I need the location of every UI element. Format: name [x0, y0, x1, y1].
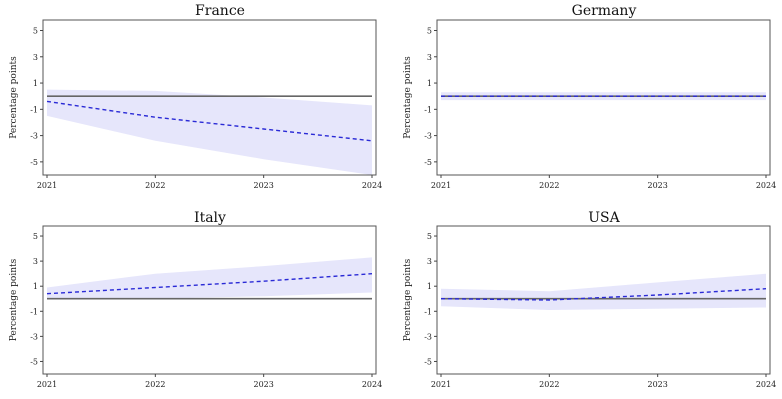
y-tick-label: 1	[33, 282, 38, 291]
x-tick-label: 2021	[37, 181, 57, 190]
plot-frame	[42, 19, 377, 176]
y-tick-label: 5	[427, 27, 432, 36]
panel-usa: USA Percentage points 5 3 1 -1 -3 -5 2021 2022 202…	[403, 210, 776, 389]
y-tick-label: 5	[427, 232, 432, 241]
plot-frame	[436, 19, 771, 176]
panel-title: Italy	[194, 210, 226, 226]
x-tick-label: 2024	[362, 181, 382, 190]
x-tick-label: 2021	[37, 380, 57, 389]
y-tick-label: -1	[30, 105, 38, 114]
confidence-band	[47, 89, 372, 175]
y-tick-label: 1	[33, 79, 38, 88]
x-tick-label: 2021	[431, 380, 451, 389]
x-tick-label: 2023	[253, 181, 273, 190]
y-tick-label: -1	[424, 105, 432, 114]
panel-title: Germany	[572, 3, 637, 19]
y-tick-label: 5	[33, 232, 38, 241]
y-axis-label: Percentage points	[9, 258, 19, 341]
panel-title: USA	[588, 210, 620, 226]
y-tick-label: -1	[30, 307, 38, 316]
y-tick-label: 1	[427, 79, 432, 88]
plot-frame	[436, 225, 771, 375]
y-tick-label: 3	[33, 53, 38, 62]
x-tick-label: 2022	[539, 380, 559, 389]
y-tick-label: 3	[427, 53, 432, 62]
x-tick-label: 2023	[253, 380, 273, 389]
x-tick-label: 2024	[756, 181, 776, 190]
confidence-band	[441, 273, 766, 310]
y-tick-label: -3	[30, 132, 38, 141]
y-tick-label: -3	[424, 332, 432, 341]
y-tick-label: 3	[33, 257, 38, 266]
estimate-line	[46, 273, 373, 295]
x-tick-label: 2023	[647, 380, 667, 389]
confidence-band	[47, 257, 372, 299]
panel-italy: Italy Percentage points 5 3 1 -1 -3 -5 2021 2022 2…	[9, 210, 382, 389]
y-tick-label: -3	[30, 332, 38, 341]
y-tick-label: 3	[427, 257, 432, 266]
panel-france: France Percentage points 5 3 1 -1 -3 -5 2021 2022…	[9, 3, 382, 190]
x-tick-label: 2023	[647, 181, 667, 190]
x-tick-label: 2024	[756, 380, 776, 389]
plot-frame	[42, 225, 377, 375]
y-tick-label: -5	[30, 357, 38, 366]
x-tick-label: 2022	[145, 181, 165, 190]
y-tick-label: -1	[424, 307, 432, 316]
y-tick-label: -5	[30, 158, 38, 167]
y-axis-label: Percentage points	[403, 56, 413, 139]
x-tick-label: 2021	[431, 181, 451, 190]
y-axis-label: Percentage points	[403, 258, 413, 341]
y-tick-label: 1	[427, 282, 432, 291]
estimate-line	[46, 100, 373, 142]
x-tick-label: 2024	[362, 380, 382, 389]
y-tick-label: 5	[33, 27, 38, 36]
panel-title: France	[195, 3, 245, 19]
panel-germany: Germany Percentage points 5 3 1 -1 -3 -5 2021 202…	[403, 3, 776, 190]
y-tick-label: -5	[424, 357, 432, 366]
estimate-line	[440, 288, 767, 301]
y-axis-label: Percentage points	[9, 56, 19, 139]
y-tick-label: -3	[424, 132, 432, 141]
y-tick-label: -5	[424, 158, 432, 167]
x-tick-label: 2022	[145, 380, 165, 389]
x-tick-label: 2022	[539, 181, 559, 190]
